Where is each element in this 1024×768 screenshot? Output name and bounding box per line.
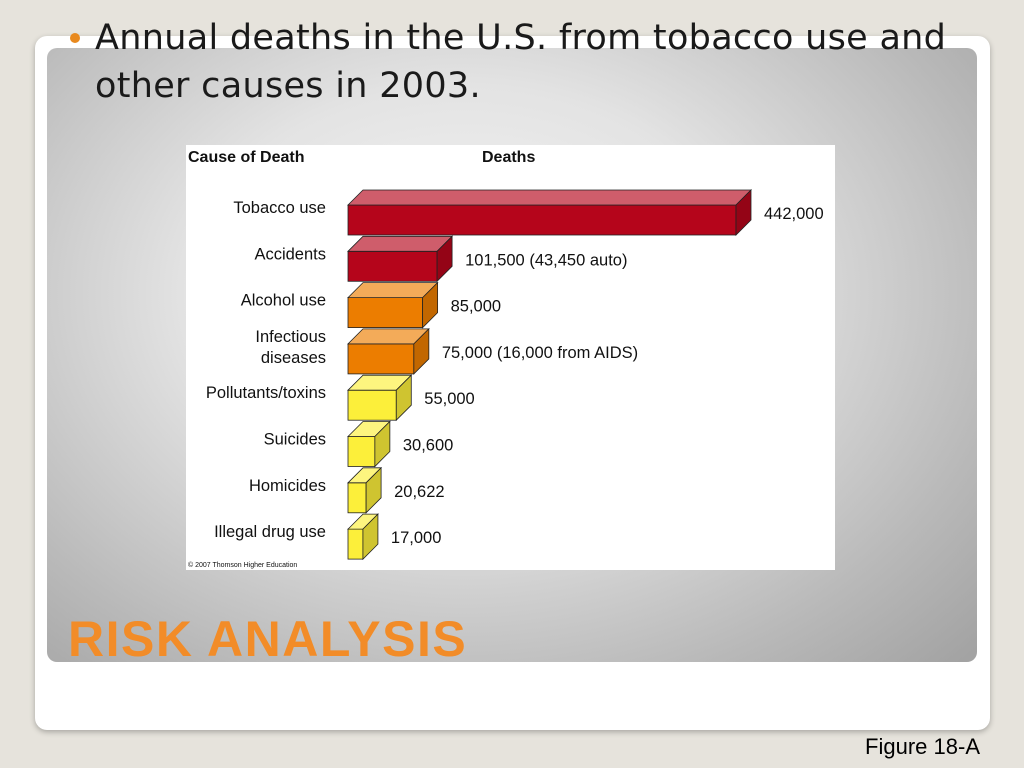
bar-group: Pollutants/toxins 55,000 bbox=[206, 374, 475, 422]
value-header: Deaths bbox=[482, 149, 535, 166]
category-label: Homicides bbox=[249, 477, 326, 495]
data-label: 442,000 bbox=[764, 205, 824, 223]
bar-group: Accidents 101,500 (43,450 auto) bbox=[254, 235, 627, 283]
bar bbox=[347, 389, 397, 421]
chart-svg: Cause of Death Deaths Tobacco use 442,000… bbox=[188, 149, 824, 569]
bar-side bbox=[436, 235, 453, 283]
bar bbox=[347, 482, 367, 514]
chart: Cause of Death Deaths Tobacco use 442,000… bbox=[186, 145, 835, 570]
data-label: 75,000 (16,000 from AIDS) bbox=[442, 344, 638, 362]
bar bbox=[347, 436, 376, 467]
data-label: 85,000 bbox=[451, 298, 501, 316]
bar-group: Tobacco use 442,000 bbox=[233, 189, 824, 236]
bar-side bbox=[422, 281, 439, 329]
category-label: Illegal drug use bbox=[214, 523, 326, 541]
category-header: Cause of Death bbox=[188, 149, 304, 166]
bullet-dot-icon bbox=[70, 33, 80, 43]
category-label: Accidents bbox=[254, 245, 326, 263]
bar-top bbox=[347, 189, 752, 206]
bar-group: Infectious diseases 75,000 (16,000 from AI… bbox=[255, 327, 638, 375]
bar-top bbox=[347, 282, 439, 299]
bar bbox=[347, 297, 424, 329]
bar-side bbox=[362, 513, 379, 561]
data-label: 55,000 bbox=[424, 390, 474, 408]
bar-side bbox=[735, 189, 752, 236]
category-label: Tobacco use bbox=[233, 199, 326, 217]
data-label: 30,600 bbox=[403, 437, 453, 455]
category-label: Alcohol use bbox=[241, 292, 326, 310]
slide-title: RISK ANALYSIS bbox=[68, 611, 468, 667]
category-label: Infectious diseases bbox=[255, 328, 326, 367]
copyright-text: © 2007 Thomson Higher Education bbox=[188, 561, 297, 569]
bar-top bbox=[347, 235, 454, 252]
bar-side bbox=[374, 420, 391, 468]
bar-group: Alcohol use 85,000 bbox=[241, 281, 501, 329]
bars-layer: Tobacco use 442,000 Accidents 101,500 (43,4… bbox=[206, 189, 824, 561]
data-label: 101,500 (43,450 auto) bbox=[465, 251, 627, 269]
data-label: 20,622 bbox=[394, 483, 444, 501]
category-label: Pollutants/toxins bbox=[206, 384, 326, 402]
figure-label: Figure 18-A bbox=[865, 734, 980, 759]
bar-group: Homicides 20,622 bbox=[249, 466, 445, 514]
category-label: Suicides bbox=[264, 431, 326, 449]
bar bbox=[347, 250, 438, 282]
bar-group: Suicides 30,600 bbox=[264, 420, 453, 468]
bar-side bbox=[365, 466, 382, 514]
bar bbox=[347, 204, 737, 236]
bar bbox=[347, 528, 364, 560]
bar-side bbox=[395, 374, 412, 422]
bar bbox=[347, 343, 415, 375]
data-label: 17,000 bbox=[391, 529, 441, 547]
bullet-text: Annual deaths in the U.S. from tobacco u… bbox=[95, 18, 947, 106]
bar-group: Illegal drug use 17,000 bbox=[214, 513, 441, 561]
bar-side bbox=[413, 327, 430, 375]
